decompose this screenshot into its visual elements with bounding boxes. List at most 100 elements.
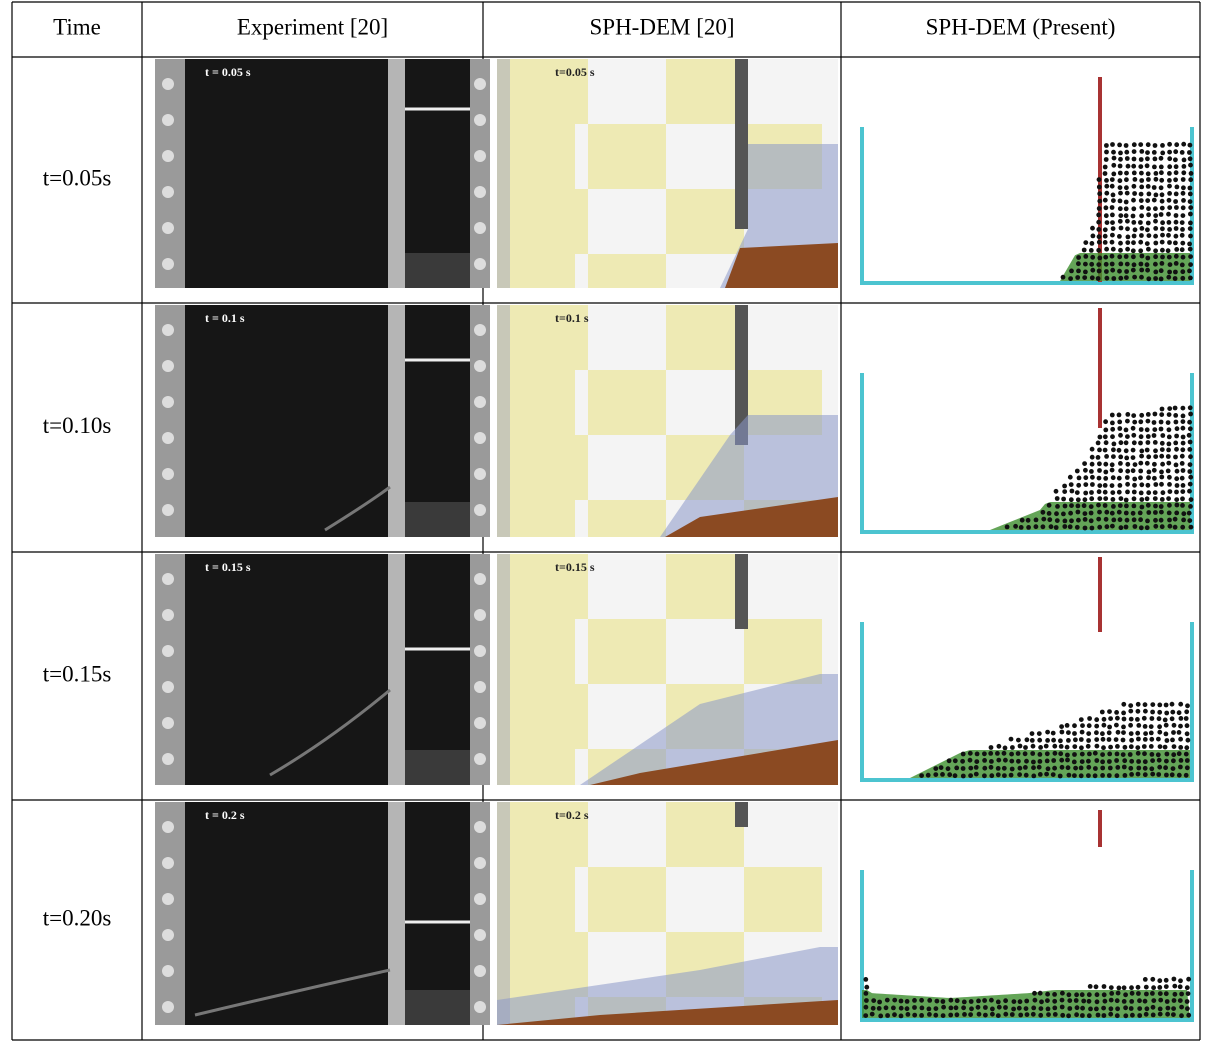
particle bbox=[1132, 490, 1137, 495]
particle bbox=[1097, 269, 1102, 274]
particle bbox=[1136, 772, 1141, 777]
particle bbox=[1102, 992, 1107, 997]
particle bbox=[1045, 738, 1050, 743]
particle bbox=[1153, 226, 1158, 231]
particle bbox=[1115, 752, 1120, 757]
sph-dem-render bbox=[497, 59, 838, 288]
particle bbox=[1041, 510, 1046, 515]
particle bbox=[949, 1006, 954, 1011]
particle bbox=[1139, 192, 1144, 197]
particle bbox=[1178, 765, 1183, 770]
particle bbox=[864, 1005, 869, 1010]
checker bbox=[510, 932, 588, 997]
particle bbox=[1179, 758, 1184, 763]
particle bbox=[1086, 738, 1091, 743]
particle bbox=[1150, 991, 1155, 996]
particle bbox=[1174, 213, 1179, 218]
particle bbox=[988, 751, 993, 756]
experiment-label: t = 0.05 s bbox=[205, 65, 251, 79]
particle bbox=[1158, 1007, 1163, 1012]
particle bbox=[1102, 1013, 1107, 1018]
particle bbox=[1132, 234, 1137, 239]
particle bbox=[1109, 998, 1114, 1003]
particle bbox=[1188, 276, 1193, 281]
particle bbox=[1144, 1012, 1149, 1017]
particle bbox=[1135, 717, 1140, 722]
particle bbox=[1003, 998, 1008, 1003]
particle bbox=[1128, 752, 1133, 757]
particle bbox=[1174, 490, 1179, 495]
particle bbox=[961, 1005, 966, 1010]
particle bbox=[1123, 1013, 1128, 1018]
particle bbox=[983, 1013, 988, 1018]
particle bbox=[1118, 455, 1123, 460]
particle bbox=[990, 1012, 995, 1017]
particle bbox=[1011, 1007, 1016, 1012]
particle bbox=[1173, 406, 1178, 411]
particle bbox=[1047, 517, 1052, 522]
checker bbox=[666, 59, 744, 124]
particle bbox=[1107, 737, 1112, 742]
particle bbox=[1097, 489, 1102, 494]
particle bbox=[947, 772, 952, 777]
particle bbox=[1060, 1005, 1065, 1010]
experiment-label: t = 0.2 s bbox=[205, 808, 245, 822]
particle bbox=[1103, 490, 1108, 495]
particle bbox=[1090, 475, 1095, 480]
checker bbox=[744, 867, 822, 932]
particle bbox=[927, 1007, 932, 1012]
particle bbox=[1026, 518, 1031, 523]
particle bbox=[1124, 150, 1129, 155]
particle bbox=[1079, 766, 1084, 771]
particle bbox=[1129, 759, 1134, 764]
particle bbox=[1125, 482, 1130, 487]
particle bbox=[1111, 447, 1116, 452]
particle bbox=[1058, 738, 1063, 743]
particle bbox=[1089, 511, 1094, 516]
particle bbox=[1168, 262, 1173, 267]
particle bbox=[1188, 177, 1193, 182]
particle bbox=[1185, 723, 1190, 728]
particle bbox=[1090, 241, 1095, 246]
checker bbox=[666, 802, 744, 867]
particle bbox=[1103, 999, 1108, 1004]
particle bbox=[1041, 524, 1046, 529]
particle bbox=[1111, 504, 1116, 509]
screw bbox=[474, 258, 486, 270]
sediment bbox=[405, 502, 470, 537]
particle bbox=[1146, 142, 1151, 147]
particle bbox=[1139, 525, 1144, 530]
particle bbox=[1180, 454, 1185, 459]
particle bbox=[1124, 177, 1129, 182]
particle bbox=[1118, 483, 1123, 488]
particle bbox=[1185, 1006, 1190, 1011]
particle bbox=[1061, 512, 1066, 517]
particle bbox=[1177, 730, 1182, 735]
particle bbox=[1095, 744, 1100, 749]
side-wall bbox=[497, 802, 510, 1025]
particle bbox=[1045, 759, 1050, 764]
particle bbox=[1174, 261, 1179, 266]
particle bbox=[1173, 525, 1178, 530]
particle bbox=[1153, 157, 1158, 162]
particle bbox=[1088, 1007, 1093, 1012]
particle bbox=[1179, 716, 1184, 721]
particle bbox=[1103, 428, 1108, 433]
particle bbox=[996, 1013, 1001, 1018]
particle bbox=[1103, 476, 1108, 481]
particle bbox=[1181, 426, 1186, 431]
particle bbox=[1068, 511, 1073, 516]
particle bbox=[1143, 977, 1148, 982]
particle bbox=[1090, 275, 1095, 280]
particle bbox=[1055, 504, 1060, 509]
particle bbox=[1063, 504, 1068, 509]
header-cell: Experiment [20] bbox=[237, 14, 388, 39]
particle bbox=[1170, 738, 1175, 743]
particle bbox=[1052, 992, 1057, 997]
particle bbox=[1188, 247, 1193, 252]
particle bbox=[1164, 984, 1169, 989]
particle bbox=[1110, 262, 1115, 267]
particle bbox=[1117, 476, 1122, 481]
particle bbox=[1124, 511, 1129, 516]
particle bbox=[1131, 468, 1136, 473]
